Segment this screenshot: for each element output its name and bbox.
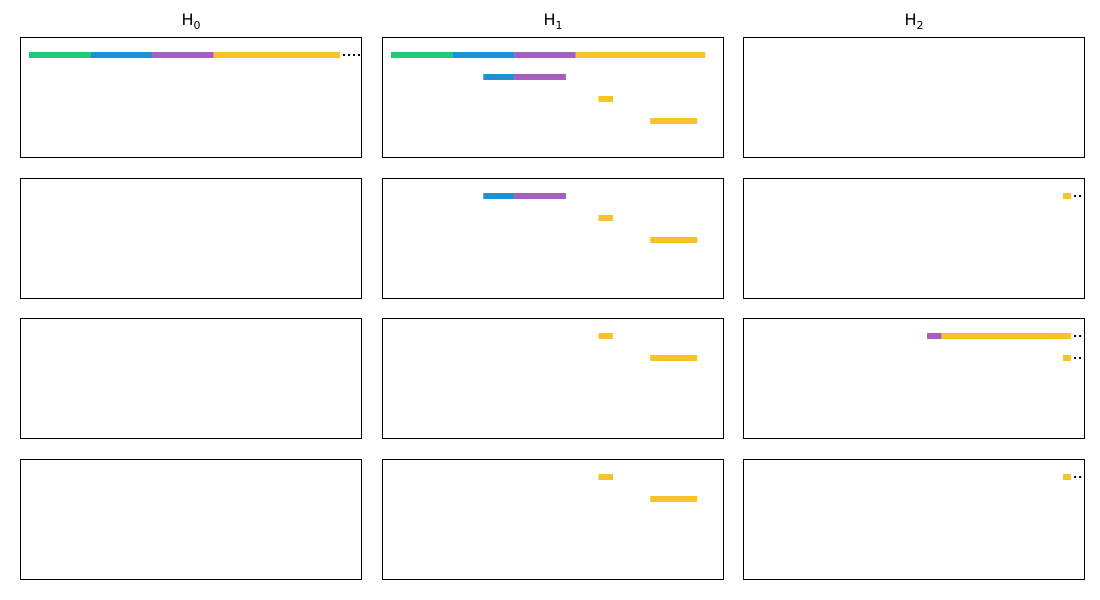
panel-r3-c0: [20, 459, 362, 580]
bar-0-segment-0: [29, 52, 91, 58]
panel-r3-c2: [743, 459, 1085, 580]
bar-1-segment-0: [598, 215, 613, 221]
barcode-plot: [598, 333, 698, 361]
bar-0-segment-0: [598, 474, 613, 480]
bar-0-segment-3: [213, 52, 341, 58]
panel-r0-c2: [743, 37, 1085, 158]
panel-r1-c0: [20, 178, 362, 299]
bar-0-segment-3: [575, 52, 706, 58]
barcode-plot: [1063, 193, 1085, 199]
panel-r2-c1: [382, 318, 724, 439]
barcode-plot: [391, 52, 706, 124]
barcode-plot: [21, 179, 363, 300]
barcode-plot: [1063, 474, 1085, 480]
panel-r2-c0: [20, 318, 362, 439]
bar-0-segment-0: [1063, 193, 1072, 199]
barcode-plot: [29, 52, 362, 58]
bar-0-segment-0: [598, 333, 613, 339]
bar-0-segment-2: [152, 52, 214, 58]
bar-0-segment-0: [927, 333, 942, 339]
bar-0-segment-1: [452, 52, 515, 58]
barcode-plot: [744, 38, 1086, 159]
bar-1-segment-1: [514, 74, 566, 80]
barcode-plot: [21, 460, 363, 581]
barcode-plot: [483, 193, 698, 243]
bar-3-segment-0: [650, 118, 698, 124]
bar-0-segment-1: [514, 193, 566, 199]
bar-1-segment-0: [483, 74, 515, 80]
panel-r2-c2: [743, 318, 1085, 439]
panel-r0-c0: [20, 37, 362, 158]
bar-0-segment-0: [483, 193, 515, 199]
bar-0-segment-1: [90, 52, 153, 58]
bar-0-segment-0: [391, 52, 453, 58]
barcode-plot: [21, 319, 363, 440]
bar-1-segment-0: [650, 496, 698, 502]
column-title-h2: H2: [904, 10, 924, 32]
bar-1-segment-0: [1063, 355, 1072, 361]
panel-r1-c1: [382, 178, 724, 299]
barcode-plot: [598, 474, 698, 502]
panel-r1-c2: [743, 178, 1085, 299]
barcode-plot: [927, 333, 1085, 361]
column-title-h0: H0: [181, 10, 201, 32]
bar-0-segment-2: [514, 52, 576, 58]
bar-0-segment-0: [1063, 474, 1072, 480]
bar-2-segment-0: [598, 96, 613, 102]
column-title-h1: H1: [543, 10, 563, 32]
bar-0-segment-1: [941, 333, 1072, 339]
panel-r0-c1: [382, 37, 724, 158]
bar-2-segment-0: [650, 237, 698, 243]
panel-r3-c1: [382, 459, 724, 580]
bar-1-segment-0: [650, 355, 698, 361]
